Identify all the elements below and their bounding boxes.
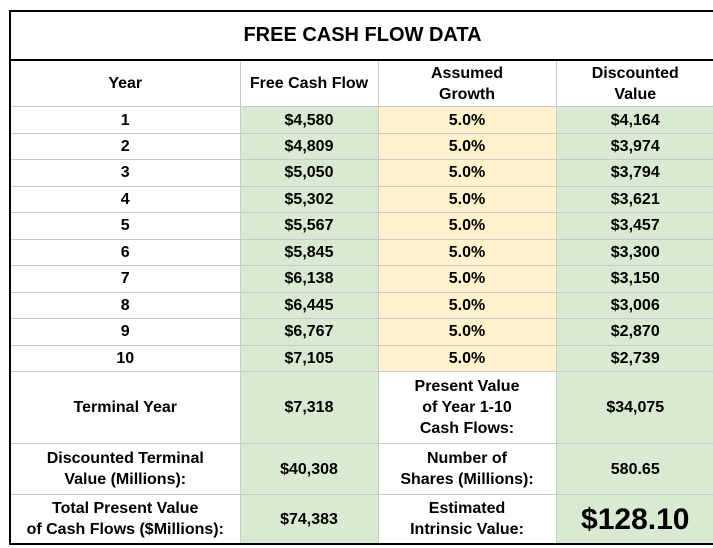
assumed-growth-cell: 5.0% xyxy=(377,344,557,373)
number-of-shares-value: 580.65 xyxy=(555,443,713,496)
header-year: Year xyxy=(9,59,241,108)
year-cell: 5 xyxy=(9,212,241,240)
table-title: FREE CASH FLOW DATA xyxy=(9,10,713,61)
discounted-terminal-value-label: Discounted Terminal Value (Millions): xyxy=(9,443,241,496)
discounted-value-cell: $2,870 xyxy=(555,318,713,346)
total-present-value-label: Total Present Value of Cash Flows ($Milli… xyxy=(9,494,241,546)
assumed-growth-cell: 5.0% xyxy=(377,291,557,320)
present-value-value: $34,075 xyxy=(555,371,713,445)
assumed-growth-cell: 5.0% xyxy=(377,132,557,161)
assumed-growth-cell: 5.0% xyxy=(377,318,557,346)
terminal-year-value: $7,318 xyxy=(239,371,379,445)
free-cash-flow-cell: $5,050 xyxy=(239,159,379,187)
year-cell: 9 xyxy=(9,318,241,346)
discounted-value-cell: $4,164 xyxy=(555,106,713,134)
table-row: 2 $4,809 5.0% $3,974 xyxy=(9,132,713,161)
assumed-growth-cell: 5.0% xyxy=(377,106,557,134)
table-row: 1 $4,580 5.0% $4,164 xyxy=(9,106,713,134)
table-row: 4 $5,302 5.0% $3,621 xyxy=(9,185,713,214)
discounted-value-cell: $3,300 xyxy=(555,238,713,267)
discounted-value-cell: $3,006 xyxy=(555,291,713,320)
total-present-value: $74,383 xyxy=(239,494,379,546)
year-cell: 2 xyxy=(9,132,241,161)
terminal-year-label: Terminal Year xyxy=(9,371,241,445)
year-cell: 1 xyxy=(9,106,241,134)
table-row: 7 $6,138 5.0% $3,150 xyxy=(9,265,713,293)
assumed-growth-cell: 5.0% xyxy=(377,265,557,293)
discounted-value-cell: $3,457 xyxy=(555,212,713,240)
year-cell: 4 xyxy=(9,185,241,214)
free-cash-flow-cell: $5,845 xyxy=(239,238,379,267)
header-assumed-growth: Assumed Growth xyxy=(377,59,557,108)
present-value-label: Present Value of Year 1-10 Cash Flows: xyxy=(377,371,557,445)
free-cash-flow-cell: $4,580 xyxy=(239,106,379,134)
year-cell: 6 xyxy=(9,238,241,267)
table-row: 3 $5,050 5.0% $3,794 xyxy=(9,159,713,187)
year-cell: 7 xyxy=(9,265,241,293)
discounted-value-cell: $2,739 xyxy=(555,344,713,373)
table-row: 9 $6,767 5.0% $2,870 xyxy=(9,318,713,346)
free-cash-flow-cell: $6,767 xyxy=(239,318,379,346)
number-of-shares-label: Number of Shares (Millions): xyxy=(377,443,557,496)
free-cash-flow-cell: $5,302 xyxy=(239,185,379,214)
discounted-value-cell: $3,621 xyxy=(555,185,713,214)
discounted-value-cell: $3,974 xyxy=(555,132,713,161)
discounted-value-cell: $3,794 xyxy=(555,159,713,187)
discounted-value-cell: $3,150 xyxy=(555,265,713,293)
free-cash-flow-cell: $5,567 xyxy=(239,212,379,240)
free-cash-flow-cell: $7,105 xyxy=(239,344,379,373)
year-cell: 8 xyxy=(9,291,241,320)
assumed-growth-cell: 5.0% xyxy=(377,238,557,267)
header-discounted-value: Discounted Value xyxy=(555,59,713,108)
intrinsic-value: $128.10 xyxy=(555,494,713,546)
year-cell: 3 xyxy=(9,159,241,187)
free-cash-flow-cell: $6,138 xyxy=(239,265,379,293)
free-cash-flow-cell: $4,809 xyxy=(239,132,379,161)
assumed-growth-cell: 5.0% xyxy=(377,212,557,240)
free-cash-flow-cell: $6,445 xyxy=(239,291,379,320)
table-row: 5 $5,567 5.0% $3,457 xyxy=(9,212,713,240)
assumed-growth-cell: 5.0% xyxy=(377,159,557,187)
discounted-terminal-value: $40,308 xyxy=(239,443,379,496)
year-cell: 10 xyxy=(9,344,241,373)
header-free-cash-flow: Free Cash Flow xyxy=(239,59,379,108)
table-row: 8 $6,445 5.0% $3,006 xyxy=(9,291,713,320)
table-row: 10 $7,105 5.0% $2,739 xyxy=(9,344,713,373)
intrinsic-value-label: Estimated Intrinsic Value: xyxy=(377,494,557,546)
assumed-growth-cell: 5.0% xyxy=(377,185,557,214)
table-row: 6 $5,845 5.0% $3,300 xyxy=(9,238,713,267)
free-cash-flow-table: FREE CASH FLOW DATA Year Free Cash Flow … xyxy=(9,10,713,546)
